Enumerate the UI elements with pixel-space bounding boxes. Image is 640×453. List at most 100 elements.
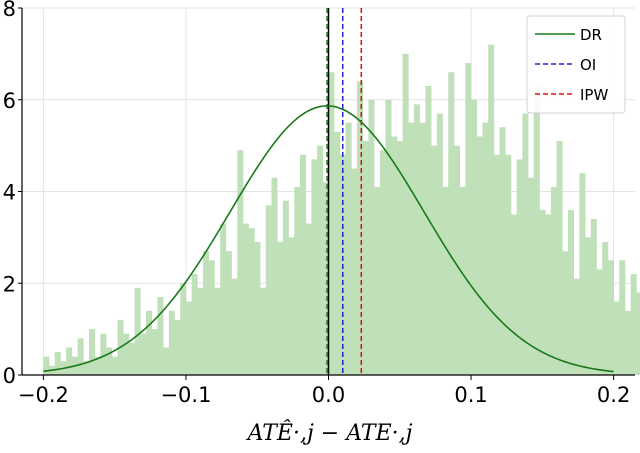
histogram-bar <box>66 347 73 375</box>
histogram-bar <box>510 214 517 375</box>
histogram-bar <box>539 209 546 375</box>
histogram-bar <box>516 159 523 375</box>
histogram-bar <box>248 228 255 375</box>
histogram-bar <box>128 342 135 375</box>
histogram-bar <box>317 145 324 375</box>
histogram-bar <box>311 159 318 375</box>
histogram-bar <box>299 154 306 375</box>
histogram-bar <box>89 329 96 375</box>
histogram-bar <box>590 219 597 375</box>
histogram-bar <box>579 173 586 375</box>
histogram-bar <box>305 223 312 375</box>
density-curve <box>43 105 614 373</box>
histogram-bar <box>100 333 107 375</box>
histogram-bar <box>505 154 512 375</box>
histogram-bar <box>562 251 569 375</box>
histogram-bar <box>425 85 432 376</box>
histogram-bar <box>163 347 170 375</box>
y-tick-label: 6 <box>3 89 16 113</box>
histogram-bar <box>265 205 272 375</box>
histogram-bar <box>459 186 466 375</box>
histogram-bar <box>385 99 392 375</box>
histogram-bar <box>83 361 90 375</box>
histogram-bar <box>488 44 495 375</box>
histogram-bar <box>214 287 221 375</box>
histogram-bar <box>391 136 398 375</box>
histogram-bar <box>402 53 409 375</box>
histogram-bar <box>368 99 375 375</box>
histogram-bar <box>134 287 141 375</box>
x-tick-label: 0.2 <box>597 383 630 407</box>
histogram-bar <box>271 177 278 375</box>
y-tick-label: 0 <box>3 364 16 388</box>
histogram-bar <box>208 260 215 375</box>
histogram-bar <box>123 333 130 375</box>
x-tick-label: 0.0 <box>312 383 345 407</box>
histogram-bar <box>191 274 198 375</box>
histogram-bar <box>476 136 483 375</box>
histogram-bar <box>94 356 101 375</box>
y-tick-label: 2 <box>3 272 16 296</box>
histogram-bar <box>225 251 232 375</box>
histogram-bar <box>140 333 147 375</box>
histogram-bar <box>625 310 632 375</box>
histogram-bar <box>482 122 489 375</box>
histogram-bar <box>260 287 267 375</box>
histogram-bar <box>442 186 449 375</box>
y-tick-label: 4 <box>3 181 16 205</box>
histogram-bar <box>431 145 438 375</box>
histogram-bar <box>414 104 421 376</box>
x-tick-label: −0.2 <box>18 383 69 407</box>
histogram-bar <box>471 99 478 375</box>
histogram-bar <box>43 356 50 375</box>
histogram-bar <box>567 209 574 375</box>
histogram-bar <box>374 186 381 375</box>
histogram-bar <box>357 81 364 376</box>
histogram-bar <box>351 168 358 375</box>
histogram-bar <box>185 301 192 375</box>
histogram-bar <box>396 141 403 375</box>
histogram-bar <box>157 297 164 375</box>
histogram-bar <box>448 72 455 375</box>
histogram-bar <box>254 241 261 375</box>
x-tick-label: 0.1 <box>454 383 487 407</box>
histogram-bar <box>528 177 535 375</box>
histogram-bar <box>573 278 580 375</box>
histogram-bar <box>607 260 614 375</box>
histogram-bar <box>277 241 284 375</box>
histogram-bar <box>151 329 158 375</box>
histogram-bar <box>54 352 61 375</box>
histogram-bar <box>288 237 295 375</box>
histogram-bars <box>43 44 640 376</box>
y-tick-label: 8 <box>3 0 16 21</box>
histogram-bar <box>408 122 415 375</box>
density-curve-group <box>43 105 614 373</box>
legend-label-oi: OI <box>580 56 596 74</box>
legend-label-ipw: IPW <box>580 86 608 104</box>
histogram-bar <box>465 63 472 376</box>
histogram-bar <box>545 214 552 375</box>
reference-lines <box>326 8 363 375</box>
histogram-bar <box>362 141 369 375</box>
histogram-bar <box>522 113 529 375</box>
histogram-bar <box>237 150 244 375</box>
histogram-bar <box>106 347 113 375</box>
legend-label-dr: DR <box>580 26 602 44</box>
histogram-bar <box>596 269 603 375</box>
histogram-bar <box>168 310 175 375</box>
ticks: −0.2 −0.1 0.0 0.1 0.2 0 2 4 6 8 <box>3 0 631 407</box>
histogram-bar <box>556 141 563 375</box>
histogram-bar <box>585 237 592 375</box>
histogram-bar <box>499 127 506 376</box>
histogram-bar <box>419 122 426 375</box>
histogram-bar <box>533 85 540 376</box>
histogram-bar <box>550 186 557 375</box>
histogram-bar <box>619 260 626 375</box>
histogram-bar <box>636 292 640 375</box>
histogram-bar <box>334 131 341 375</box>
histogram-bar <box>613 301 620 375</box>
histogram-bar <box>322 182 329 375</box>
histogram-bar <box>231 278 238 375</box>
histogram-bar <box>493 154 500 375</box>
